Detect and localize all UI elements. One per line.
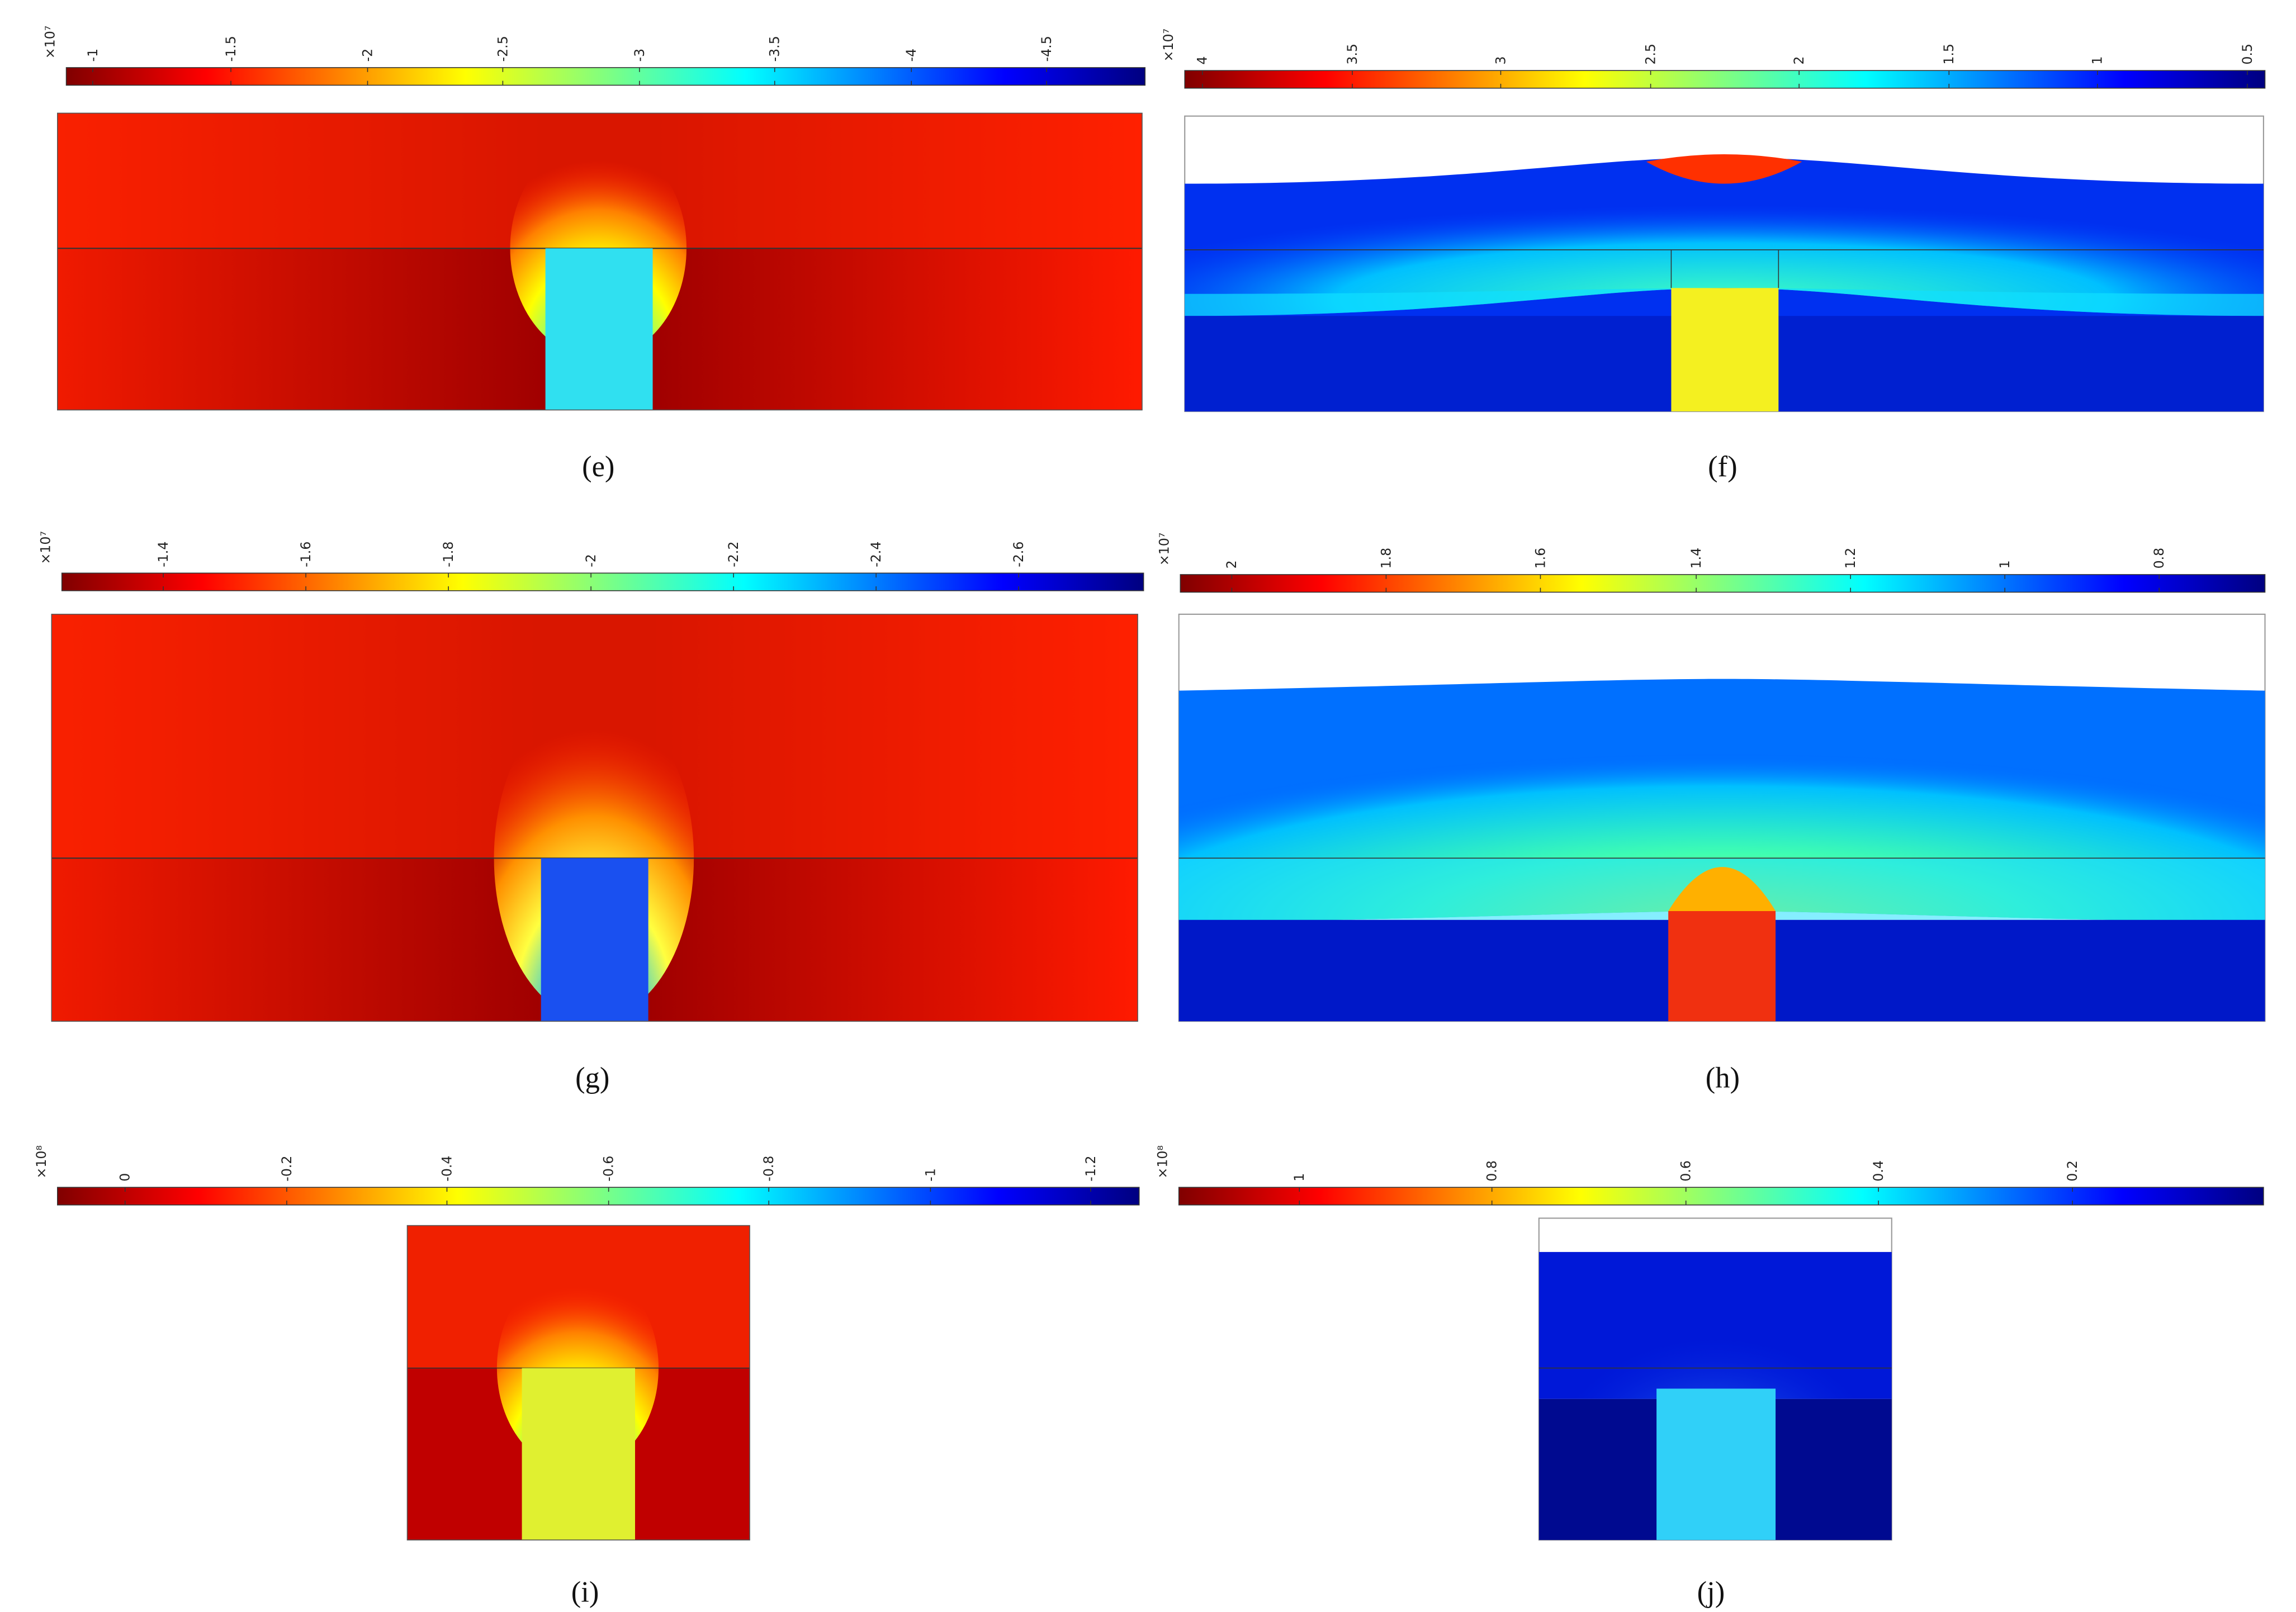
colorbar-tick-label: -3.5 [767, 36, 783, 61]
colorbar [1180, 574, 2266, 593]
colorbar-tick-label: 1 [2090, 56, 2105, 65]
colorbar-multiplier: ×10⁷ [38, 531, 54, 564]
colorbar-tick-label: -2.5 [495, 36, 510, 61]
field-plot-e [57, 112, 1143, 411]
field-plot-h [1178, 613, 2266, 1022]
colorbar-tick-label: -2 [359, 49, 375, 62]
colorbar-tick-label: -2.2 [726, 542, 741, 567]
colorbar-tick-label: 3 [1493, 56, 1508, 65]
field-plot-j [1538, 1217, 1892, 1541]
colorbar-tick-label: 4 [1195, 56, 1210, 65]
field-plot-f [1184, 115, 2264, 413]
colorbar-tick-label: 1.8 [1378, 548, 1394, 569]
colorbar-multiplier: ×10⁷ [42, 26, 58, 59]
caption: (e) [582, 451, 614, 483]
colorbar [1178, 1187, 2264, 1206]
colorbar-multiplier: ×10⁸ [1155, 1145, 1171, 1178]
colorbar-tick-label: 2 [1791, 56, 1807, 65]
colorbar-tick-label: 0.8 [1484, 1160, 1500, 1182]
caption: (h) [1706, 1061, 1740, 1094]
colorbar [57, 1187, 1140, 1206]
colorbar-tick-label: 0.4 [1871, 1160, 1886, 1182]
field-plot-i [406, 1225, 750, 1540]
colorbar-tick-label: -1 [922, 1168, 938, 1182]
colorbar-tick-label: 0.2 [2065, 1160, 2080, 1182]
colorbar-tick-label: 3.5 [1345, 44, 1360, 65]
colorbar-multiplier: ×10⁸ [34, 1145, 49, 1178]
colorbar-multiplier: ×10⁷ [1156, 533, 1172, 566]
colorbar-tick-label: 1.5 [1941, 44, 1957, 65]
field-plot-g [51, 614, 1138, 1022]
caption: (g) [575, 1061, 609, 1094]
colorbar-tick-label: -0.4 [439, 1156, 455, 1182]
colorbar-tick-label: -4 [903, 49, 919, 62]
colorbar-tick-label: 1 [1291, 1173, 1307, 1182]
colorbar-tick-label: 0.5 [2240, 44, 2255, 65]
caption: (f) [1708, 451, 1738, 483]
colorbar-tick-label: 1.4 [1688, 548, 1704, 569]
colorbar-tick-label: -1.2 [1083, 1156, 1099, 1182]
colorbar-tick-label: 2 [1224, 560, 1239, 568]
caption: (j) [1697, 1576, 1725, 1609]
caption: (i) [571, 1576, 599, 1609]
colorbar-tick-label: -1 [85, 49, 101, 62]
colorbar-tick-label: -2 [583, 554, 599, 567]
colorbar-tick-label: 0.6 [1678, 1160, 1694, 1182]
colorbar-tick-label: 0 [117, 1173, 133, 1182]
colorbar-tick-label: 1.2 [1843, 548, 1858, 569]
colorbar-multiplier: ×10⁷ [1161, 29, 1176, 61]
colorbar-tick-label: -1.5 [223, 36, 239, 61]
colorbar-tick-label: -0.8 [761, 1156, 777, 1182]
colorbar-tick-label: -0.6 [601, 1156, 617, 1182]
colorbar-tick-label: 1.6 [1532, 548, 1548, 569]
colorbar-tick-label: -1.4 [155, 542, 171, 567]
colorbar-tick-label: -3 [632, 49, 647, 62]
colorbar [1184, 70, 2266, 89]
colorbar-tick-label: 2.5 [1643, 44, 1659, 65]
colorbar-tick-label: -2.4 [868, 542, 884, 567]
colorbar [65, 67, 1146, 86]
colorbar-tick-label: -1.6 [298, 542, 314, 567]
colorbar-tick-label: -4.5 [1039, 36, 1054, 61]
colorbar-tick-label: -1.8 [441, 542, 456, 567]
colorbar-tick-label: 0.8 [2151, 548, 2167, 569]
colorbar-tick-label: -2.6 [1011, 542, 1026, 567]
colorbar-tick-label: -0.2 [279, 1156, 295, 1182]
colorbar [61, 572, 1144, 591]
colorbar-tick-label: 1 [1997, 560, 2013, 568]
